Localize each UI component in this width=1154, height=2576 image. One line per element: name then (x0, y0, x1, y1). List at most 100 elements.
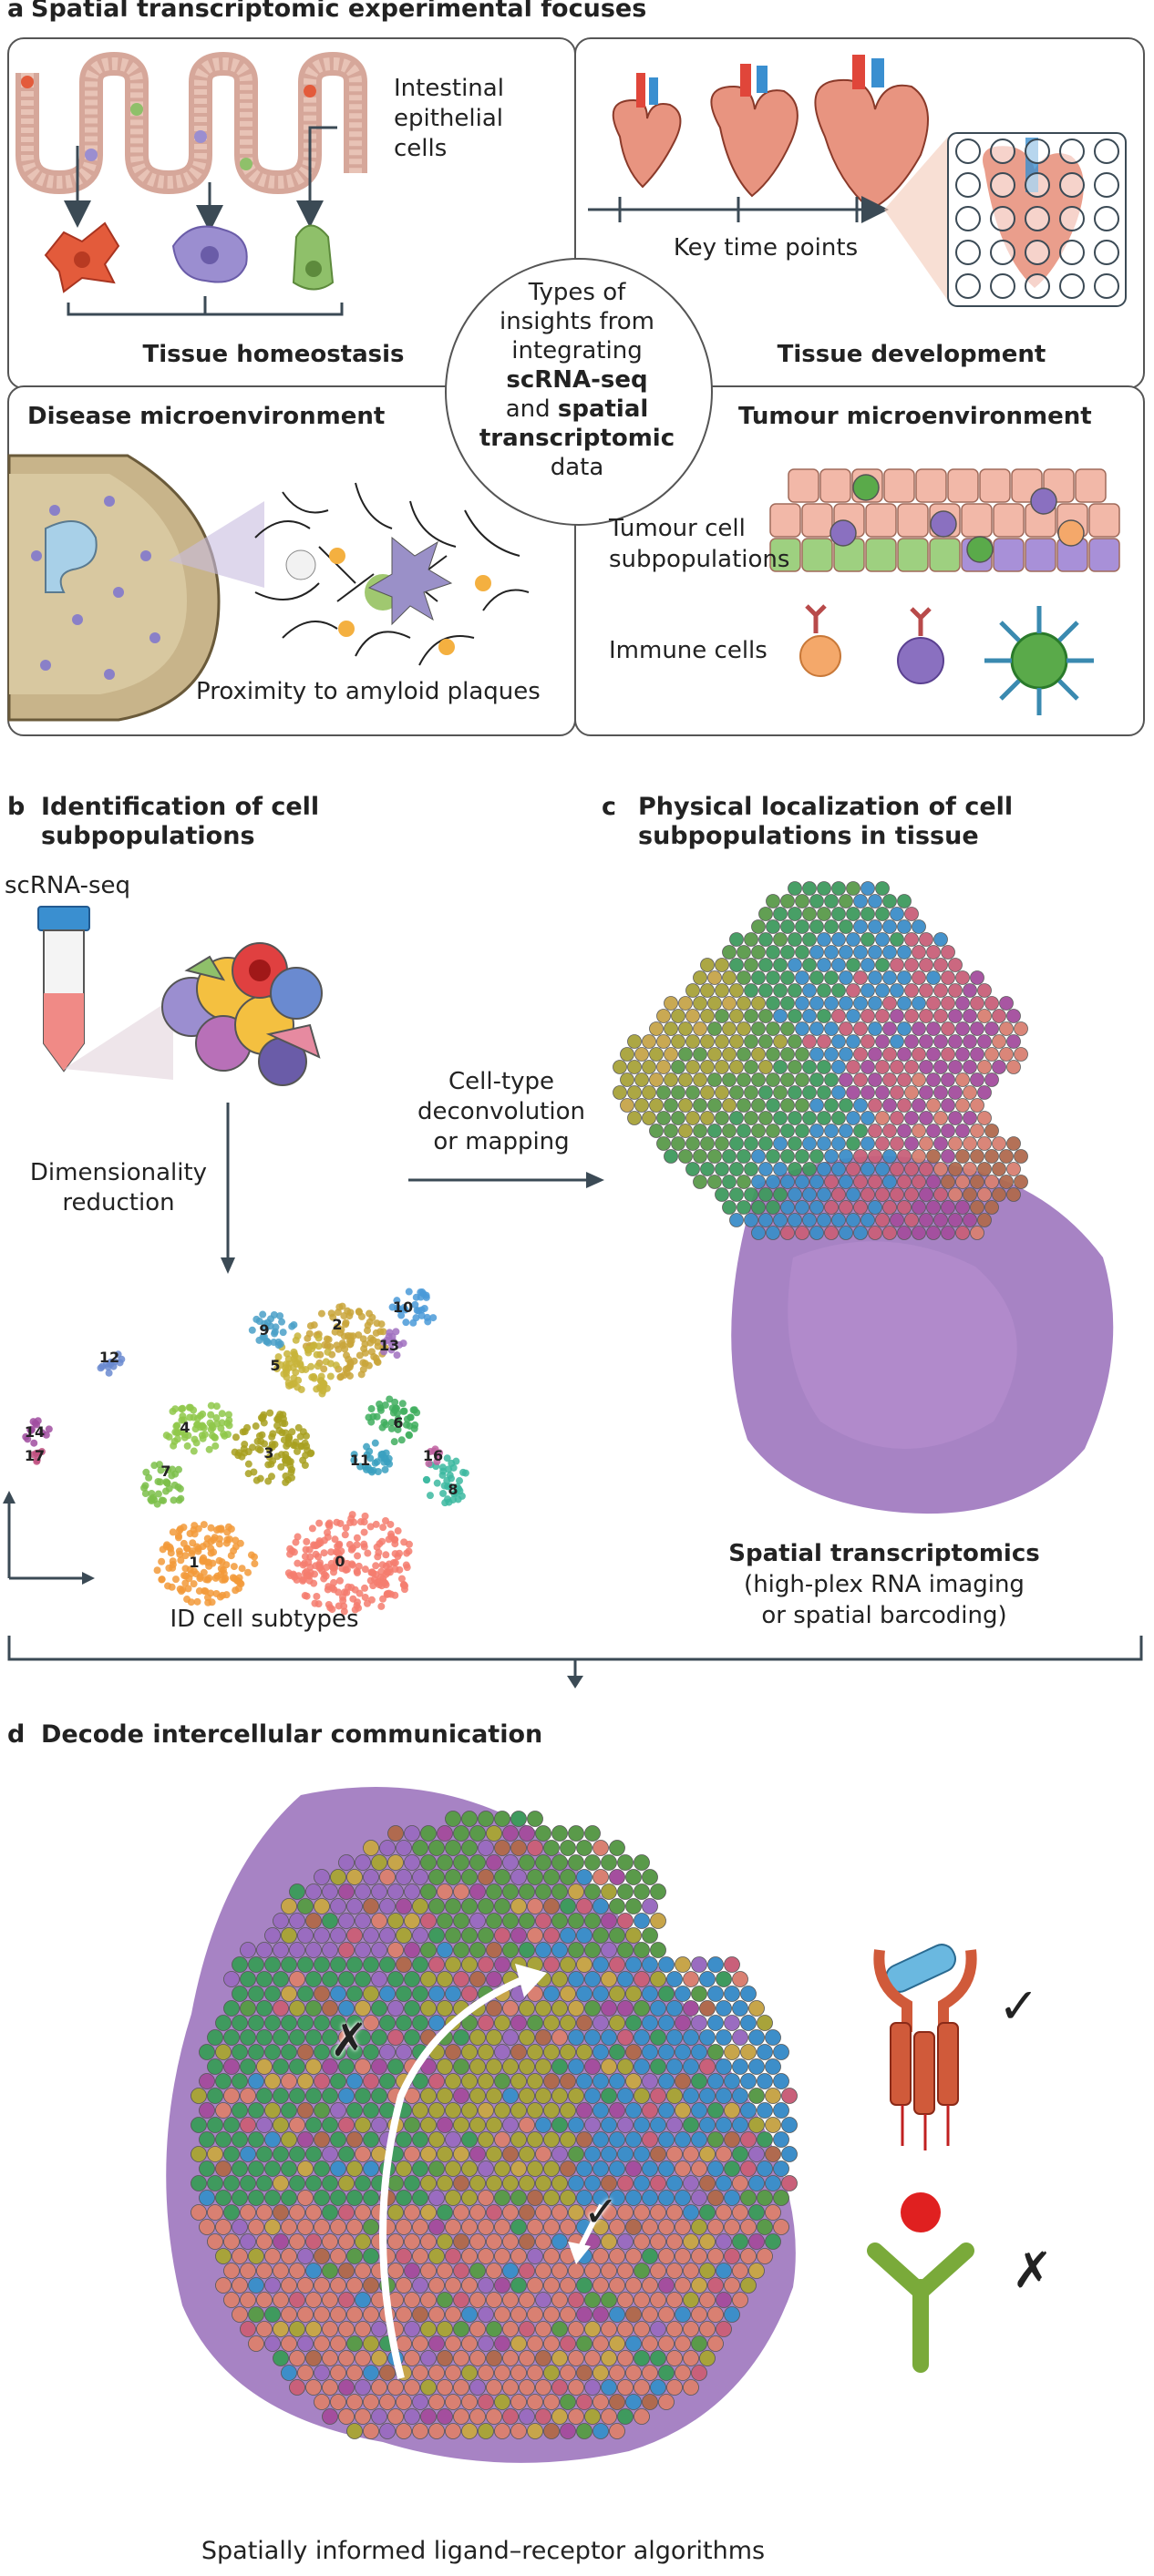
spot-d (412, 2277, 428, 2294)
spot-d (551, 1883, 568, 1900)
deconvolution-label-3: or mapping (433, 1128, 570, 1155)
spot-d (396, 2306, 412, 2323)
spot-c (780, 996, 795, 1011)
spot-c (941, 970, 955, 985)
spot-d (191, 2204, 207, 2221)
spot-d (445, 2219, 461, 2235)
spot-c (751, 996, 766, 1011)
spot-d (748, 2058, 765, 2075)
spot-d (387, 1971, 404, 1987)
spot-c (737, 1200, 751, 1215)
spot-d (502, 2204, 519, 2221)
umap-point (342, 1320, 350, 1329)
spot-c (831, 983, 846, 998)
spot-d (437, 1913, 453, 1929)
spot-d (404, 2408, 420, 2425)
spot-c (831, 1162, 846, 1176)
spot-d (461, 1869, 478, 1885)
spot-c (882, 1226, 897, 1240)
umap-point (373, 1319, 381, 1328)
spot-d (305, 2321, 322, 2337)
umap-point (363, 1442, 371, 1451)
spot-c (839, 1021, 853, 1036)
spot-d (256, 2088, 273, 2104)
umap-point (148, 1489, 156, 1497)
spot-d (346, 2044, 363, 2060)
spot-d (576, 1840, 592, 1856)
spot-d (469, 2321, 486, 2337)
spot-d (732, 2233, 748, 2250)
spot-d (207, 2058, 223, 2075)
spot-d (666, 2117, 683, 2133)
spot-d (691, 2306, 707, 2323)
spot-c (912, 945, 926, 960)
spot-d (322, 2204, 338, 2221)
spot-d (273, 2175, 289, 2191)
spot-d (691, 2219, 707, 2235)
spot-d (437, 1971, 453, 1987)
spot-d (240, 2204, 256, 2221)
spot-d (363, 2160, 379, 2177)
spot-c (933, 1136, 948, 1151)
spot-d (535, 2292, 551, 2308)
spot-d (478, 1811, 494, 1827)
spot-d (576, 1898, 592, 1914)
spot-d (494, 1811, 510, 1827)
spot-c (773, 907, 788, 921)
spot-c (926, 996, 941, 1011)
spot-d (527, 2277, 543, 2294)
spot-d (330, 2102, 346, 2119)
spot-c (831, 881, 846, 896)
spot-d (699, 2088, 716, 2104)
umap-point (154, 1477, 162, 1485)
spot-d (642, 2102, 658, 2119)
spot-d (428, 2277, 445, 2294)
spot-c (963, 983, 977, 998)
tumour-cell (788, 468, 819, 503)
spot-c (941, 1021, 955, 1036)
spot-d (289, 1971, 305, 1987)
spot-c (751, 919, 766, 934)
spot-c (664, 1124, 678, 1138)
spot-c (926, 945, 941, 960)
spot-d (437, 2175, 453, 2191)
spot-d (305, 2088, 322, 2104)
spot-d (387, 1854, 404, 1871)
spot-c (693, 970, 707, 985)
spot-d (215, 2190, 232, 2206)
spot-d (634, 2350, 650, 2366)
spot-d (379, 1927, 396, 1944)
spot-d (330, 1986, 346, 2002)
spot-d (634, 2058, 650, 2075)
spot-d (535, 1883, 551, 1900)
spot-c (773, 1162, 788, 1176)
umap-point (344, 1307, 352, 1315)
spot-d (699, 2292, 716, 2308)
spot-d (330, 2131, 346, 2148)
spot-d (437, 2292, 453, 2308)
umap-point (327, 1309, 335, 1318)
merge-bracket (7, 1636, 1143, 1688)
umap-point (273, 1421, 282, 1430)
spot-c (875, 1213, 890, 1227)
umap-point (304, 1345, 312, 1353)
spot-d (625, 2248, 642, 2264)
umap-point (380, 1418, 388, 1426)
spot-d (297, 2335, 314, 2352)
spot-d (716, 2000, 732, 2017)
spot-grid-illustration (955, 138, 1119, 299)
umap-point (361, 1360, 369, 1368)
spot-d (240, 2117, 256, 2133)
spot-d (379, 2073, 396, 2089)
spot-d (527, 2248, 543, 2264)
spot-d (305, 2233, 322, 2250)
umap-point (434, 1452, 442, 1461)
spot-c (707, 1021, 722, 1036)
spot-d (346, 2219, 363, 2235)
spot-d (453, 2088, 469, 2104)
umap-point (395, 1419, 403, 1427)
spot-c (664, 1047, 678, 1062)
spot-c (780, 945, 795, 960)
spot-d (346, 2306, 363, 2323)
umap-point (346, 1340, 355, 1349)
